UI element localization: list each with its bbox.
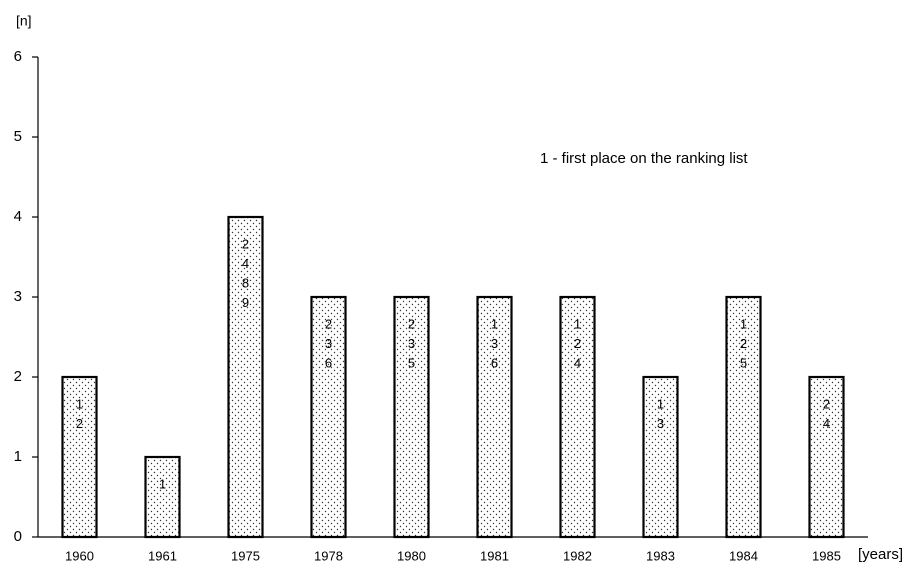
rank-label: 2 [823, 396, 830, 411]
rank-label: 3 [491, 336, 498, 351]
rank-label: 4 [574, 355, 581, 370]
rank-label: 1 [159, 476, 166, 491]
rank-label: 1 [76, 396, 83, 411]
x-tick-label: 1982 [563, 548, 592, 563]
bar [476, 295, 513, 539]
y-tick-label: 4 [14, 208, 22, 225]
rank-label: 8 [242, 275, 249, 290]
y-tick-label: 2 [14, 368, 22, 385]
bar [725, 295, 762, 539]
x-tick-label: 1961 [148, 548, 177, 563]
x-tick-label: 1960 [65, 548, 94, 563]
rank-label: 1 [740, 316, 747, 331]
x-tick-label: 1983 [646, 548, 675, 563]
rank-label: 1 [491, 316, 498, 331]
rank-label: 4 [242, 256, 249, 271]
y-tick-label: 0 [14, 528, 22, 545]
bar [310, 295, 347, 539]
rank-label: 6 [491, 355, 498, 370]
x-tick-label: 1985 [812, 548, 841, 563]
bar [808, 375, 845, 539]
y-tick-label: 3 [14, 288, 22, 305]
rank-label: 2 [242, 236, 249, 251]
x-tick-label: 1984 [729, 548, 758, 563]
rank-label: 2 [574, 336, 581, 351]
x-tick-label: 1975 [231, 548, 260, 563]
rank-label: 1 [574, 316, 581, 331]
bar [227, 215, 264, 539]
bar [642, 375, 679, 539]
rank-label: 2 [325, 316, 332, 331]
annotation: 1 - first place on the ranking list [540, 150, 748, 167]
y-axis-label: [n] [16, 13, 32, 29]
rank-label: 3 [408, 336, 415, 351]
y-tick-label: 6 [14, 48, 22, 65]
bar [393, 295, 430, 539]
bar [559, 295, 596, 539]
rank-label: 2 [740, 336, 747, 351]
rank-label: 2 [408, 316, 415, 331]
rank-label: 3 [657, 416, 664, 431]
y-tick-label: 1 [14, 448, 22, 465]
rank-label: 5 [408, 355, 415, 370]
bar [61, 375, 98, 539]
y-tick-label: 5 [14, 128, 22, 145]
bar [144, 455, 181, 539]
rank-label: 1 [657, 396, 664, 411]
x-axis-label: [years] [858, 546, 903, 563]
x-tick-label: 1980 [397, 548, 426, 563]
rank-label: 4 [823, 416, 830, 431]
rank-label: 9 [242, 295, 249, 310]
x-tick-label: 1981 [480, 548, 509, 563]
rank-label: 5 [740, 355, 747, 370]
rank-label: 3 [325, 336, 332, 351]
rank-label: 2 [76, 416, 83, 431]
x-tick-label: 1978 [314, 548, 343, 563]
rank-label: 6 [325, 355, 332, 370]
